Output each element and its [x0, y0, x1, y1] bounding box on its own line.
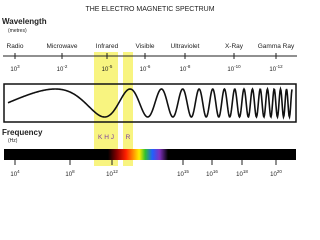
- frequency-label: Frequency: [2, 128, 43, 137]
- wave-box: [3, 83, 297, 123]
- tick-base: 10: [206, 172, 213, 178]
- tick-exponent: -10: [234, 64, 241, 69]
- band-label: Gamma Ray: [258, 43, 295, 50]
- tick-exponent: 18: [243, 169, 249, 174]
- tick-base: 10: [236, 172, 243, 178]
- tick-label: 103: [10, 64, 20, 73]
- diagram: THE ELECTRO MAGNETIC SPECTRUM Wavelength…: [2, 6, 297, 178]
- wave: [7, 86, 293, 120]
- band-label: Ultraviolet: [171, 43, 200, 50]
- band-label: Infrared: [96, 43, 119, 50]
- tick-exponent: 4: [17, 169, 20, 174]
- tick-base: 10: [65, 172, 72, 178]
- visible-marker: R: [126, 134, 131, 141]
- tick-base: 10: [177, 172, 184, 178]
- tick-exponent: -12: [276, 64, 283, 69]
- wavelength-unit: (metres): [8, 28, 27, 34]
- band-label: Radio: [7, 43, 24, 50]
- tick-label: 1012: [106, 169, 118, 178]
- tick-label: 1020: [270, 169, 282, 178]
- tick-exponent: 12: [113, 169, 119, 174]
- tick-base: 10: [180, 67, 187, 73]
- title: THE ELECTRO MAGNETIC SPECTRUM: [85, 6, 214, 13]
- tick-base: 10: [269, 67, 276, 73]
- infrared-marker: K H J: [98, 134, 114, 141]
- tick-base: 10: [10, 172, 17, 178]
- tick-exponent: -6: [146, 64, 150, 69]
- tick-exponent: -5: [108, 64, 112, 69]
- tick-exponent: -2: [63, 64, 67, 69]
- infrared-highlight: [94, 52, 118, 166]
- band-label: Microwave: [46, 43, 77, 50]
- tick-label: 10-6: [140, 64, 151, 73]
- band-label: X-Ray: [225, 43, 244, 50]
- tick-label: 1016: [206, 169, 218, 178]
- tick-exponent: 8: [72, 169, 75, 174]
- tick-exponent: 20: [277, 169, 283, 174]
- tick-base: 10: [227, 67, 234, 73]
- tick-label: 1018: [236, 169, 248, 178]
- tick-exponent: -8: [186, 64, 190, 69]
- tick-label: 10-12: [269, 64, 283, 73]
- page: THE ELECTRO MAGNETIC SPECTRUM Wavelength…: [2, 6, 297, 178]
- tick-label: 108: [65, 169, 75, 178]
- tick-label: 10-8: [180, 64, 191, 73]
- wavelength-label: Wavelength: [2, 17, 47, 26]
- tick-base: 10: [57, 67, 64, 73]
- tick-exponent: 15: [184, 169, 190, 174]
- visible-spectrum: [108, 149, 168, 160]
- tick-label: 1015: [177, 169, 189, 178]
- tick-exponent: 16: [213, 169, 219, 174]
- frequency-unit: (Hz): [8, 138, 18, 144]
- tick-base: 10: [270, 172, 277, 178]
- tick-base: 10: [106, 172, 113, 178]
- tick-base: 10: [140, 67, 147, 73]
- tick-base: 10: [10, 67, 17, 73]
- tick-base: 10: [102, 67, 109, 73]
- tick-label: 10-10: [227, 64, 241, 73]
- tick-label: 10-5: [102, 64, 113, 73]
- visible-highlight: [123, 52, 133, 166]
- tick-label: 104: [10, 169, 20, 178]
- tick-label: 10-2: [57, 64, 68, 73]
- band-label: Visible: [135, 43, 154, 50]
- tick-exponent: 3: [17, 64, 20, 69]
